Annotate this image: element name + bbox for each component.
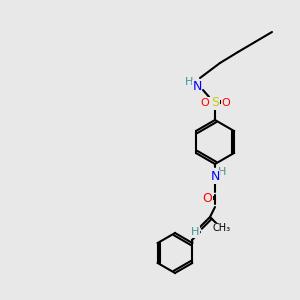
Text: H: H	[185, 77, 193, 87]
Text: H: H	[218, 167, 226, 177]
Text: CH₃: CH₃	[213, 223, 231, 233]
Text: N: N	[210, 170, 220, 184]
Text: O: O	[201, 98, 209, 108]
Text: H: H	[191, 227, 199, 237]
Text: N: N	[192, 80, 202, 94]
Text: S: S	[211, 97, 219, 110]
Text: O: O	[222, 98, 230, 108]
Text: O: O	[202, 193, 212, 206]
